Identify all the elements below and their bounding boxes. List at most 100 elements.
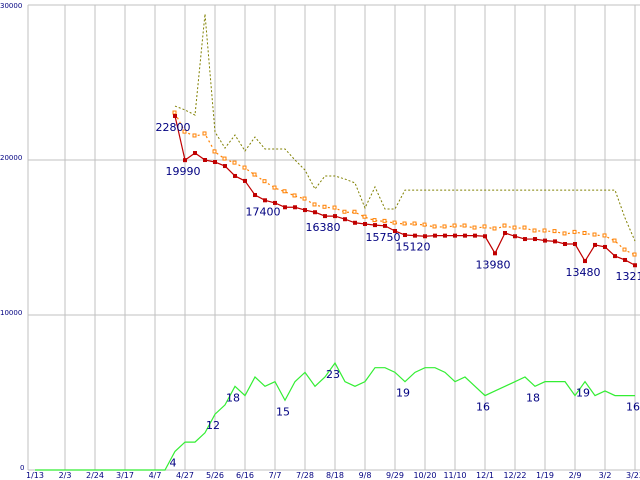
- data-point-average: [192, 133, 197, 138]
- data-point-average: [552, 229, 557, 234]
- data-point-average: [532, 228, 537, 233]
- data-label-min: 16380: [306, 221, 341, 234]
- data-label-count: 4: [170, 456, 177, 469]
- data-point-average: [452, 223, 457, 228]
- data-label-min: 17400: [246, 205, 281, 218]
- series-line-average: [174, 112, 636, 256]
- data-label-min: 19990: [166, 165, 201, 178]
- data-point-min: [623, 257, 627, 262]
- data-point-average: [202, 131, 207, 136]
- data-point-min: [413, 233, 417, 238]
- data-point-average: [392, 220, 397, 225]
- data-label-count: 12: [206, 419, 220, 432]
- x-tick-label: 3/23: [626, 471, 640, 480]
- data-point-average: [222, 156, 227, 161]
- data-point-average: [232, 160, 237, 165]
- data-point-average: [422, 222, 427, 227]
- data-point-average: [342, 209, 347, 214]
- data-point-min: [393, 228, 397, 233]
- data-point-min: [203, 158, 207, 162]
- data-point-min: [453, 233, 457, 238]
- x-tick-label: 12/1: [476, 471, 494, 480]
- data-point-average: [432, 224, 437, 229]
- data-point-average: [492, 226, 497, 231]
- x-tick-label: 8/18: [326, 471, 344, 480]
- data-point-min: [433, 233, 437, 238]
- data-point-average: [572, 229, 577, 234]
- data-point-average: [272, 185, 277, 190]
- data-point-average: [442, 224, 447, 229]
- data-point-min: [633, 263, 637, 268]
- data-label-min: 13210: [616, 270, 640, 283]
- data-point-average: [512, 225, 517, 230]
- x-tick-label: 7/28: [296, 471, 314, 480]
- data-point-min: [283, 205, 287, 210]
- data-point-average: [542, 228, 547, 233]
- data-point-average: [602, 233, 607, 238]
- data-point-average: [312, 202, 317, 207]
- data-point-min: [593, 242, 597, 247]
- x-tick-label: 12/22: [503, 471, 526, 480]
- data-point-min: [533, 237, 537, 242]
- x-tick-label: 2/3: [59, 471, 72, 480]
- data-point-average: [282, 189, 287, 194]
- data-point-min: [553, 239, 557, 244]
- data-label-min: 15120: [396, 241, 431, 254]
- y-tick-label: 20000: [0, 154, 22, 162]
- x-tick-label: 1/19: [536, 471, 554, 480]
- data-point-min: [563, 242, 567, 247]
- y-tick-label: 10000: [0, 309, 22, 317]
- y-tick-label: 30000: [0, 2, 22, 10]
- data-point-average: [382, 218, 387, 223]
- data-label-count: 23: [326, 368, 340, 381]
- x-tick-label: 3/2: [599, 471, 612, 480]
- data-point-min: [483, 234, 487, 239]
- data-label-min: 15750: [366, 231, 401, 244]
- data-point-min: [343, 217, 347, 222]
- data-point-min: [583, 259, 587, 264]
- data-point-average: [632, 252, 637, 257]
- x-tick-label: 5/26: [206, 471, 224, 480]
- data-point-average: [502, 223, 507, 228]
- data-point-min: [183, 158, 187, 163]
- x-tick-label: 7/7: [269, 471, 282, 480]
- data-point-average: [182, 129, 187, 134]
- data-point-min: [263, 198, 267, 203]
- data-point-average: [362, 214, 367, 219]
- data-point-average: [242, 165, 247, 170]
- data-point-min: [253, 193, 257, 198]
- data-point-average: [612, 238, 617, 243]
- data-label-min: 22800: [156, 121, 191, 134]
- data-point-min: [503, 231, 507, 236]
- data-point-min: [383, 223, 387, 228]
- x-tick-label: 1/13: [26, 471, 44, 480]
- data-point-min: [243, 178, 247, 183]
- data-point-min: [303, 208, 307, 213]
- data-point-average: [212, 149, 217, 154]
- data-point-average: [292, 193, 297, 198]
- x-tick-label: 2/9: [569, 471, 582, 480]
- data-point-min: [443, 233, 447, 238]
- x-tick-label: 10/20: [413, 471, 436, 480]
- data-point-average: [412, 221, 417, 226]
- data-point-average: [592, 232, 597, 237]
- x-tick-label: 2/24: [86, 471, 104, 480]
- data-point-average: [322, 204, 327, 209]
- data-point-min: [273, 200, 277, 205]
- data-label-min: 13480: [566, 266, 601, 279]
- data-point-average: [402, 221, 407, 226]
- data-point-min: [213, 160, 217, 165]
- data-point-min: [423, 234, 427, 239]
- data-point-average: [482, 224, 487, 229]
- data-point-min: [573, 242, 577, 247]
- data-label-min: 13980: [476, 258, 511, 271]
- data-point-average: [172, 110, 177, 115]
- data-point-average: [462, 223, 467, 228]
- data-point-min: [403, 233, 407, 238]
- data-point-average: [372, 218, 377, 223]
- data-label-count: 19: [396, 387, 410, 400]
- data-point-min: [603, 244, 607, 249]
- data-point-min: [313, 210, 317, 215]
- x-tick-label: 9/8: [359, 471, 372, 480]
